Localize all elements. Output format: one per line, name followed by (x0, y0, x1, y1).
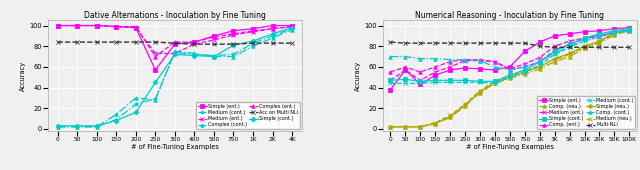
Y-axis label: Accuracy: Accuracy (20, 61, 26, 91)
Legend: Simple (ent.), Medium (cont.), Medium (ent.), Complex (cont.), Complex (ent.), A: Simple (ent.), Medium (cont.), Medium (e… (196, 102, 300, 129)
Title: Dative Alternations - Inoculation by Fine Tuning: Dative Alternations - Inoculation by Fin… (84, 11, 266, 20)
Title: Numerical Reasoning - Inoculation by Fine Tuning: Numerical Reasoning - Inoculation by Fin… (415, 11, 604, 20)
X-axis label: # of Fine-Tuning Examples: # of Fine-Tuning Examples (131, 143, 219, 150)
X-axis label: # of Fine-Tuning Examples: # of Fine-Tuning Examples (466, 143, 554, 150)
Legend: Simple (ent.), Comp. (neu.), Medium (ent.), Simple (cont.), Comp. (ent.), Medium: Simple (ent.), Comp. (neu.), Medium (ent… (537, 96, 636, 129)
Y-axis label: Accuracy: Accuracy (355, 61, 362, 91)
